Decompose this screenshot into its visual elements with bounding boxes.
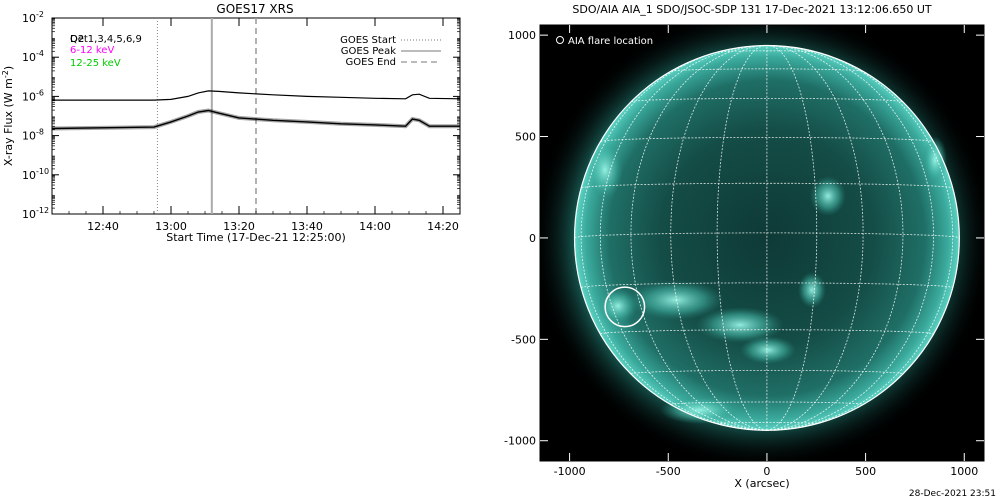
flare-location-circle bbox=[604, 286, 646, 328]
aia-solar-image bbox=[540, 25, 984, 461]
goes-legend: GOES Start GOES Peak GOES End bbox=[340, 35, 441, 68]
aia-y-tick-label: -1000 bbox=[504, 435, 536, 448]
goes-band-label-high: 12-25 keV bbox=[70, 58, 121, 69]
active-region bbox=[628, 280, 724, 320]
goes-chart: GOES17 XRS 10-2 10-4 10-6 10-8 10-10 10-12 12… bbox=[1, 2, 461, 244]
goes-y-axis-label-sup: -2 bbox=[1, 70, 10, 78]
aia-image-title: SDO/AIA AIA_1 SDO/JSOC-SDP 131 17-Dec-20… bbox=[572, 3, 931, 16]
aia-y-tick-label: -500 bbox=[511, 333, 536, 346]
aia-y-tick-label: 500 bbox=[515, 131, 536, 144]
goes-series-short bbox=[51, 109, 460, 130]
grid-line bbox=[580, 46, 767, 431]
active-region bbox=[810, 176, 846, 216]
grid-line bbox=[766, 45, 904, 431]
active-region bbox=[923, 136, 947, 184]
heliographic-grid bbox=[573, 44, 960, 431]
aia-y-tick-label: 1000 bbox=[508, 29, 536, 42]
goes-y-axis-label-main: X-ray Flux (W m bbox=[2, 78, 15, 166]
grid-line bbox=[630, 370, 904, 375]
goes-x-tick-label: 13:00 bbox=[155, 220, 187, 233]
goes-y-tick-label: 10-4 bbox=[22, 49, 44, 64]
grid-line bbox=[766, 45, 864, 431]
goes-x-tick-label: 14:20 bbox=[427, 220, 459, 233]
aia-y-ticks: 1000 500 0 -500 -1000 bbox=[504, 29, 984, 448]
aia-x-ticks: -1000 -500 0 500 1000 bbox=[554, 25, 978, 478]
active-region bbox=[598, 288, 638, 324]
active-region bbox=[740, 336, 796, 364]
goes-y-axis-label: X-ray Flux (W m-2) bbox=[1, 66, 15, 166]
goes-y-tick-label: 10-2 bbox=[22, 10, 44, 25]
aia-legend: AIA flare location bbox=[556, 36, 653, 47]
grid-line bbox=[630, 45, 767, 431]
aia-x-tick-label: -1000 bbox=[554, 465, 586, 478]
goes-chart-title: GOES17 XRS bbox=[216, 2, 293, 16]
sun-disk bbox=[574, 45, 960, 431]
grid-line bbox=[766, 46, 954, 431]
grid-line bbox=[600, 137, 934, 142]
aia-y-tick-label: 0 bbox=[529, 232, 536, 245]
goes-y-tick-label: 10-6 bbox=[22, 88, 44, 103]
goes-y-tick-label: 10-8 bbox=[22, 128, 44, 143]
aia-image-frame bbox=[539, 24, 985, 462]
goes-y-tick-label: 10-12 bbox=[22, 206, 49, 221]
goes-channels-label: Det1,3,4,5,6,9 bbox=[70, 34, 142, 45]
active-region bbox=[696, 307, 784, 343]
goes-y-axis-label-close: ) bbox=[2, 66, 15, 70]
goes-x-tick-label: 12:40 bbox=[87, 220, 119, 233]
aia-x-tick-label: 0 bbox=[763, 465, 770, 478]
goes-x-ticks: 12:40 13:00 13:20 13:40 14:00 14:20 bbox=[51, 18, 461, 233]
aia-x-axis-label: X (arcsec) bbox=[734, 477, 789, 490]
legend-label-end: GOES End bbox=[346, 57, 396, 68]
goes-x-tick-label: 13:40 bbox=[291, 220, 323, 233]
aia-image-panel: SDO/AIA AIA_1 SDO/JSOC-SDP 131 17-Dec-20… bbox=[504, 3, 985, 490]
aia-x-tick-label: 1000 bbox=[950, 465, 978, 478]
goes-y-ticks: 10-2 10-4 10-6 10-8 10-10 10-12 bbox=[22, 10, 460, 221]
aia-legend-marker bbox=[556, 36, 564, 44]
goes-x-tick-label: 14:00 bbox=[359, 220, 391, 233]
goes-series-long bbox=[52, 90, 461, 101]
solar-limb bbox=[573, 44, 960, 431]
active-region bbox=[798, 272, 826, 308]
goes-marks bbox=[51, 18, 461, 214]
goes-y-tick-label: 10-10 bbox=[22, 167, 49, 182]
legend-label-start: GOES Start bbox=[340, 35, 396, 46]
aia-x-tick-label: -500 bbox=[656, 465, 681, 478]
active-region bbox=[660, 396, 740, 424]
goes-x-axis-label: Start Time (17-Dec-21 12:25:00) bbox=[166, 231, 346, 244]
aia-x-tick-label: 500 bbox=[855, 465, 876, 478]
goes-band-label-low: 6-12 keV bbox=[70, 45, 114, 56]
goes-x-tick-label: 13:20 bbox=[223, 220, 255, 233]
goes-channels-overlay: Q2 bbox=[70, 34, 84, 45]
timestamp-annotation: 28-Dec-2021 23:51 bbox=[909, 489, 996, 499]
grid-line bbox=[670, 45, 767, 431]
aia-legend-label: AIA flare location bbox=[568, 36, 653, 47]
legend-label-peak: GOES Peak bbox=[341, 46, 396, 57]
